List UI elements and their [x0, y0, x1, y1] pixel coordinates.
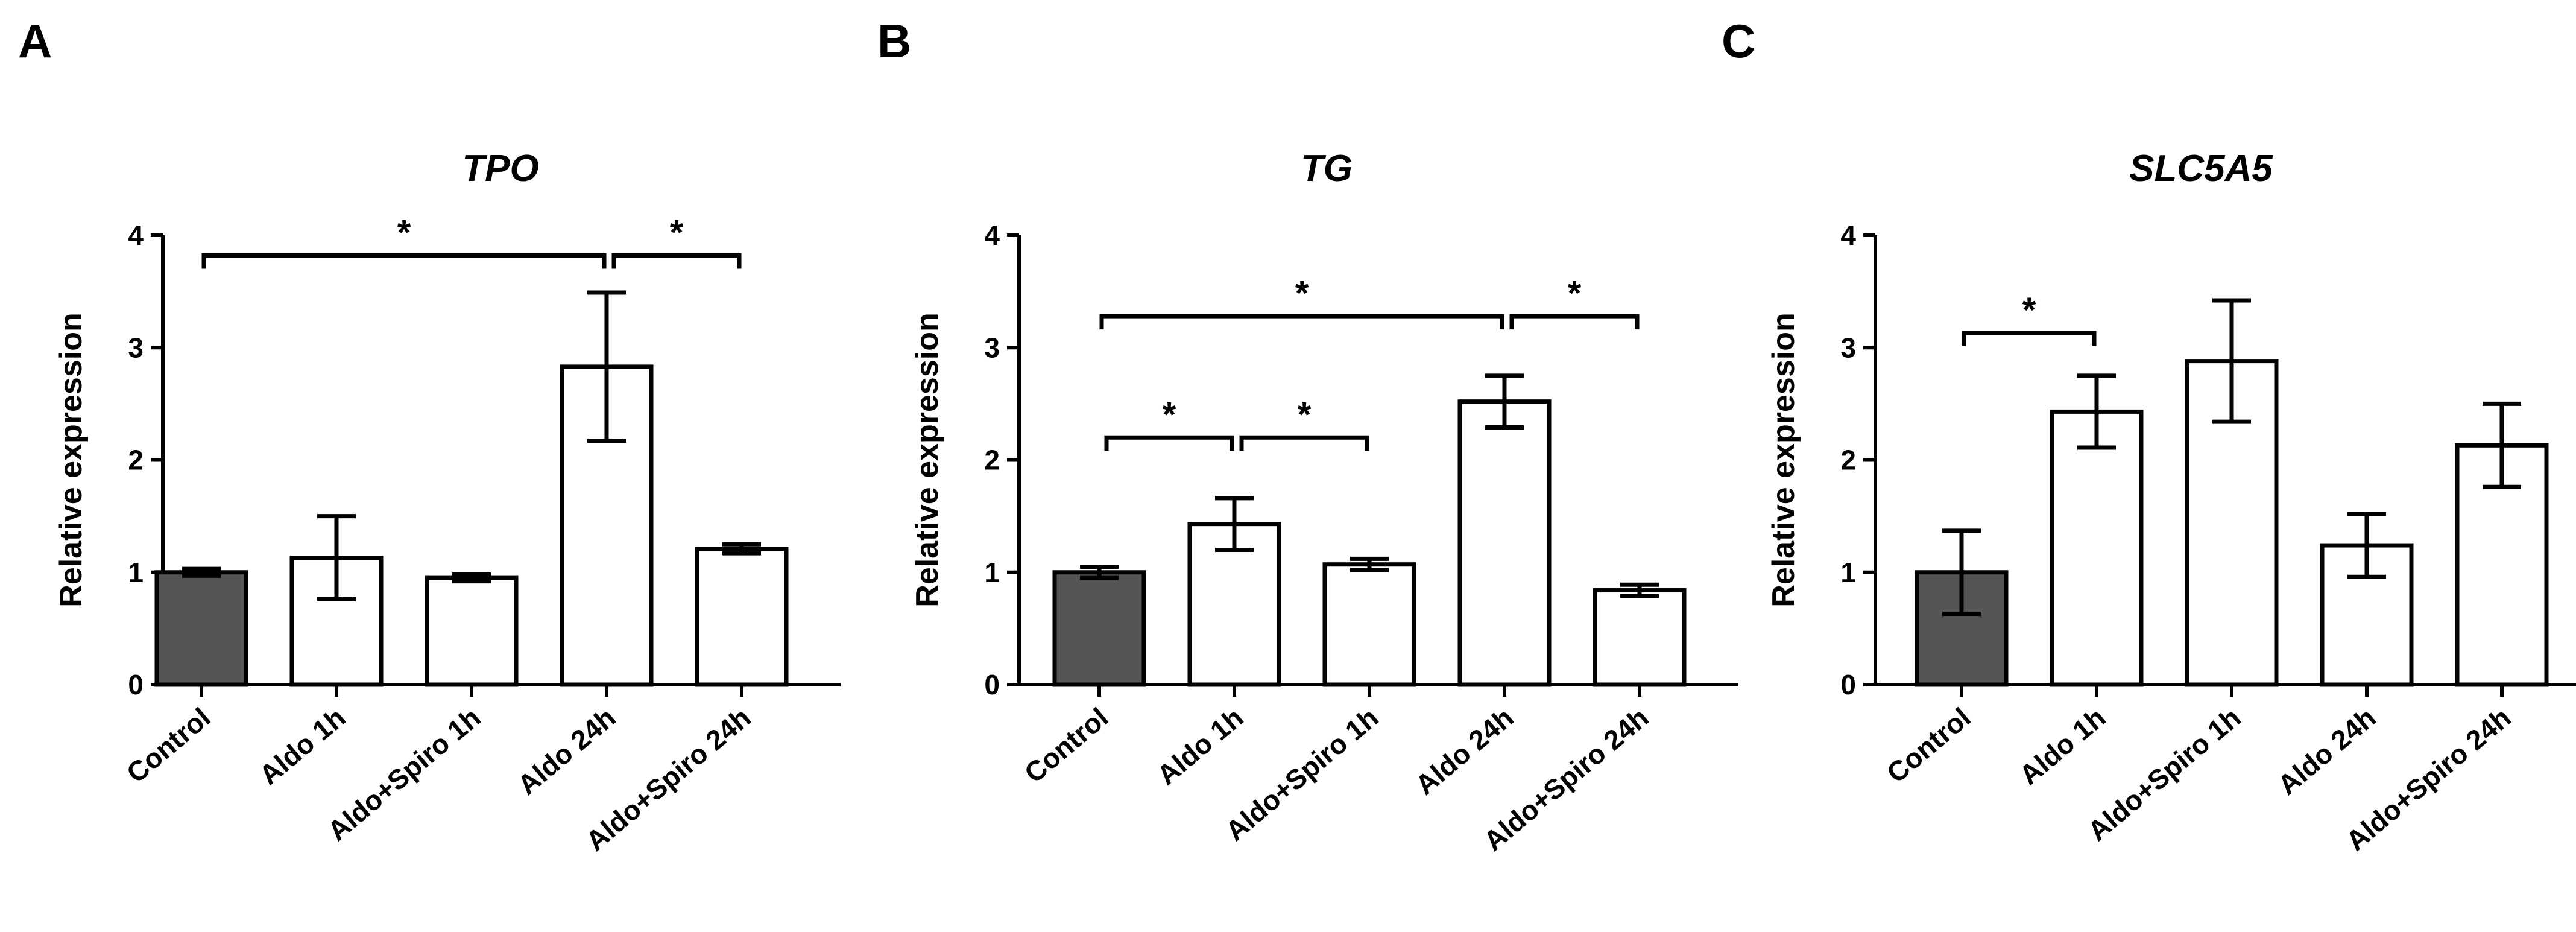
x-tick-label: Control	[121, 702, 216, 789]
significance-bracket	[1962, 331, 2097, 347]
chart-title: TG	[1301, 148, 1353, 189]
y-axis-label: Relative expression	[54, 312, 89, 607]
significance-star: *	[1298, 395, 1312, 434]
y-tick-label: 4	[984, 220, 1000, 251]
significance-star: *	[1295, 274, 1309, 313]
significance-star: *	[1163, 395, 1176, 434]
chart-panel-c: C SLC5A5 Relative expression 0 1 2 3 4 Control Al…	[1722, 14, 2576, 857]
y-tick-label: 3	[984, 332, 1000, 363]
significance-bracket	[1509, 314, 1640, 330]
x-tick-label: Aldo 1h	[1151, 702, 1249, 791]
significance-bracket	[1239, 435, 1369, 451]
significance-bracket	[1099, 314, 1504, 330]
y-tick-label: 1	[1840, 557, 1856, 588]
y-tick-label: 0	[128, 669, 144, 700]
y-axis-label: Relative expression	[910, 312, 945, 607]
panel-letter: B	[877, 14, 911, 68]
y-tick-label: 4	[128, 220, 144, 251]
significance-star: *	[670, 214, 684, 253]
y-axis-label: Relative expression	[1766, 312, 1801, 607]
chart-title: SLC5A5	[2129, 148, 2273, 189]
x-tick-label: Control	[1018, 702, 1114, 789]
panel-letter: A	[18, 14, 52, 68]
chart-title: TPO	[462, 148, 538, 189]
chart-panel-b: B TG Relative expression 0 1 2 3 4 Control Aldo 1…	[877, 14, 1738, 857]
significance-star: *	[2022, 291, 2036, 330]
bar	[1322, 562, 1416, 687]
x-tick-label: Control	[1881, 702, 1977, 789]
bar	[2050, 409, 2144, 687]
bar	[1052, 570, 1146, 687]
x-tick-label: Aldo 24h	[2271, 702, 2381, 801]
bar	[1457, 399, 1552, 687]
bar	[1593, 588, 1687, 687]
significance-star: *	[1568, 274, 1582, 313]
bar	[695, 547, 789, 687]
significance-bracket	[201, 253, 607, 269]
bar	[154, 570, 248, 687]
y-tick-label: 3	[128, 332, 144, 363]
y-tick-label: 1	[984, 557, 1000, 588]
y-tick-label: 0	[1840, 669, 1856, 700]
significance-bracket	[611, 253, 742, 269]
significance-bracket	[1104, 435, 1234, 451]
x-tick-label: Aldo 1h	[2013, 702, 2112, 791]
y-tick-label: 1	[128, 557, 144, 588]
x-tick-label: Aldo 24h	[511, 702, 621, 801]
x-tick-label: Aldo 24h	[1409, 702, 1519, 801]
y-tick-label: 2	[1840, 445, 1856, 476]
x-tick-label: Aldo 1h	[253, 702, 352, 791]
chart-panel-a: A TPO Relative expression 0 1 2 3 4 Control Aldo …	[18, 14, 841, 857]
y-tick-label: 2	[984, 445, 1000, 476]
y-tick-label: 3	[1840, 332, 1856, 363]
y-tick-label: 0	[984, 669, 1000, 700]
y-tick-label: 4	[1840, 220, 1856, 251]
bar	[425, 575, 519, 687]
panel-letter: C	[1722, 14, 1755, 68]
significance-star: *	[397, 214, 411, 253]
y-tick-label: 2	[128, 445, 144, 476]
